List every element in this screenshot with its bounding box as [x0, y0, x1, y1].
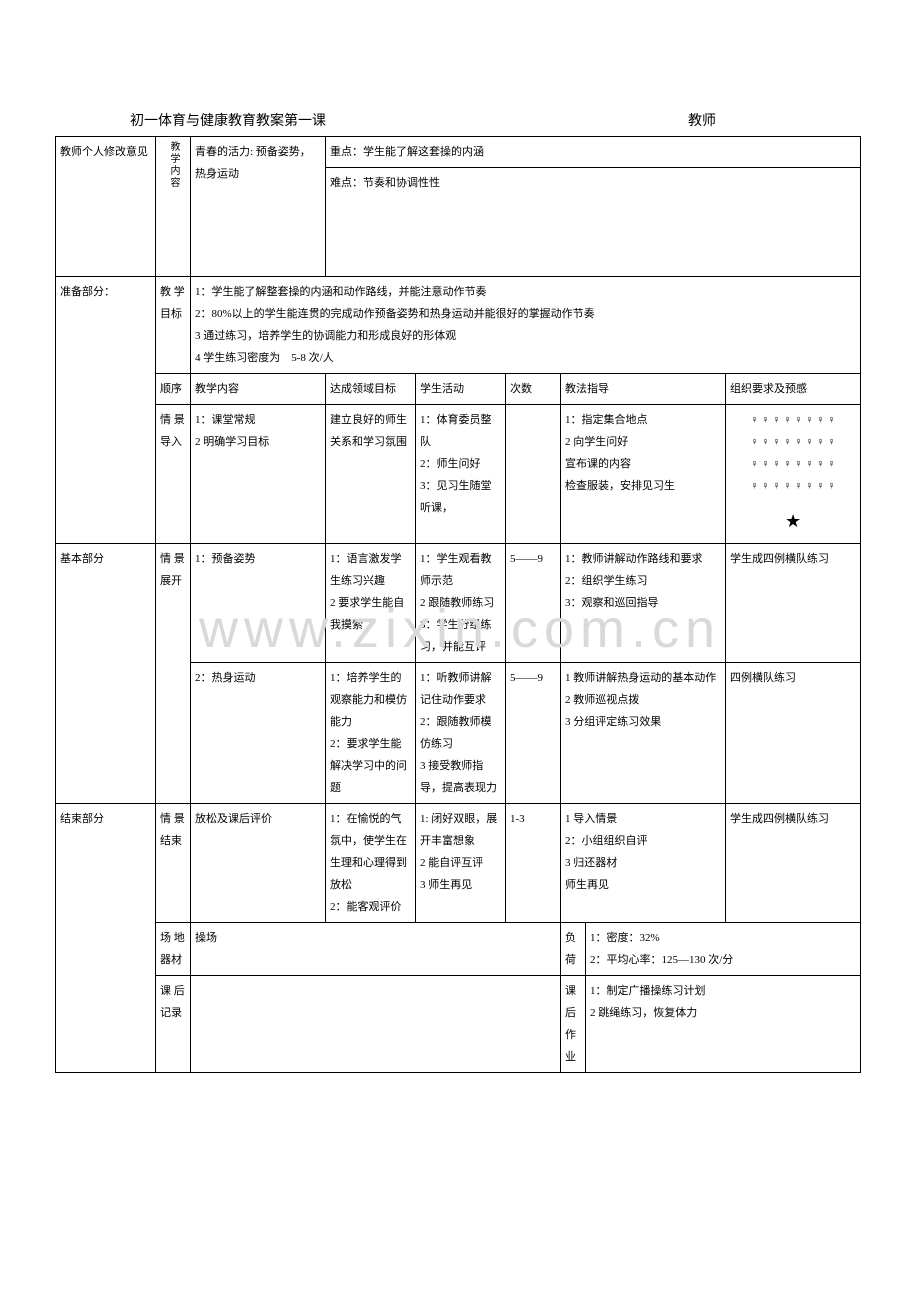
end-content: 放松及课后评价 — [191, 804, 326, 923]
teacher-star-icon: ★ — [730, 503, 856, 539]
prep-part-label: 准备部分： — [56, 277, 156, 544]
basic1-activity: 1：学生观看教师示范 2 跟随教师练习 3：学生分组练习，并能互评 — [416, 544, 506, 663]
load-text: 1：密度：32% 2：平均心率：125—130 次/分 — [586, 923, 861, 976]
record-label: 课 后记录 — [156, 976, 191, 1073]
header-line: 初一体育与健康教育教案第一课 教师 — [55, 110, 865, 130]
col-teaching-guide: 教法指导 — [561, 374, 726, 405]
col-student-activity: 学生活动 — [416, 374, 506, 405]
table-row: 结束部分 情 景结束 放松及课后评价 1：在愉悦的气氛中，使学生在生理和心理得到… — [56, 804, 861, 923]
teaching-content-label: 教学内容 — [156, 137, 191, 277]
formation-diagram: ♀ ♀ ♀ ♀ ♀ ♀ ♀ ♀ ♀ ♀ ♀ ♀ ♀ ♀ ♀ ♀ ♀ ♀ ♀ ♀ … — [726, 405, 861, 544]
title-right: 教师 — [688, 114, 716, 129]
table-row: 场 地器材 操场 负荷 1：密度：32% 2：平均心率：125—130 次/分 — [56, 923, 861, 976]
basic2-times: 5——9 — [506, 663, 561, 804]
stage-intro: 情 景导入 — [156, 405, 191, 544]
formation-row: ♀ ♀ ♀ ♀ ♀ ♀ ♀ ♀ — [730, 431, 856, 453]
end-activity: 1: 闭好双眼，展开丰富想象 2 能自评互评 3 师生再见 — [416, 804, 506, 923]
lesson-plan-table: 教师个人修改意见 教学内容 青春的活力: 预备姿势，热身运动 重点：学生能了解这… — [55, 136, 861, 1073]
record-text — [191, 976, 561, 1073]
stage-end: 情 景结束 — [156, 804, 191, 923]
basic1-guide: 1：教师讲解动作路线和要求 2：组织学生练习 3：观察和巡回指导 — [561, 544, 726, 663]
table-row: 课 后记录 课后作业 1：制定广播操练习计划 2 跳绳练习，恢复体力 — [56, 976, 861, 1073]
venue-text: 操场 — [191, 923, 561, 976]
basic1-times: 5——9 — [506, 544, 561, 663]
homework-text: 1：制定广播操练习计划 2 跳绳练习，恢复体力 — [586, 976, 861, 1073]
basic2-org: 四例横队练习 — [726, 663, 861, 804]
end-times: 1-3 — [506, 804, 561, 923]
col-order: 顺序 — [156, 374, 191, 405]
load-label: 负荷 — [561, 923, 586, 976]
col-times: 次数 — [506, 374, 561, 405]
end-part-label: 结束部分 — [56, 804, 156, 1073]
table-header-row: 顺序 教学内容 达成领域目标 学生活动 次数 教法指导 组织要求及预感 — [56, 374, 861, 405]
formation-row: ♀ ♀ ♀ ♀ ♀ ♀ ♀ ♀ — [730, 475, 856, 497]
formation-row: ♀ ♀ ♀ ♀ ♀ ♀ ♀ ♀ — [730, 409, 856, 431]
basic2-goal: 1：培养学生的观察能力和模仿能力 2：要求学生能解决学习中的问题 — [326, 663, 416, 804]
table-row: 教师个人修改意见 教学内容 青春的活力: 预备姿势，热身运动 重点：学生能了解这… — [56, 137, 861, 168]
teaching-content-text: 青春的活力: 预备姿势，热身运动 — [191, 137, 326, 277]
stage-expand: 情 景展开 — [156, 544, 191, 804]
end-guide: 1 导入情景 2：小组组织自评 3 归还器材 师生再见 — [561, 804, 726, 923]
end-org: 学生成四例横队练习 — [726, 804, 861, 923]
teaching-goal-label: 教 学目标 — [156, 277, 191, 374]
teaching-goal-text: 1：学生能了解整套操的内涵和动作路线，并能注意动作节奏 2：80%以上的学生能连… — [191, 277, 861, 374]
basic2-content: 2：热身运动 — [191, 663, 326, 804]
key-point: 重点：学生能了解这套操的内涵 — [326, 137, 861, 168]
formation-row: ♀ ♀ ♀ ♀ ♀ ♀ ♀ ♀ — [730, 453, 856, 475]
basic2-guide: 1 教师讲解热身运动的基本动作 2 教师巡视点拨 3 分组评定练习效果 — [561, 663, 726, 804]
intro-content: 1：课堂常规 2 明确学习目标 — [191, 405, 326, 544]
col-domain-goal: 达成领域目标 — [326, 374, 416, 405]
intro-times — [506, 405, 561, 544]
end-goal: 1：在愉悦的气氛中，使学生在生理和心理得到放松 2：能客观评价 — [326, 804, 416, 923]
teacher-mod-opinion: 教师个人修改意见 — [56, 137, 156, 277]
intro-activity: 1：体育委员整队 2：师生问好 3：见习生随堂听课， — [416, 405, 506, 544]
difficult-point: 难点：节奏和协调性性 — [326, 168, 861, 277]
col-content: 教学内容 — [191, 374, 326, 405]
basic-part-label: 基本部分 — [56, 544, 156, 804]
intro-guide: 1：指定集合地点 2 向学生问好 宣布课的内容 检查服装，安排见习生 — [561, 405, 726, 544]
page: www.zixin.com.cn 初一体育与健康教育教案第一课 教师 教师个人修… — [0, 0, 920, 1302]
table-row: 基本部分 情 景展开 1：预备姿势 1：语言激发学生练习兴趣 2 要求学生能自我… — [56, 544, 861, 663]
venue-label: 场 地器材 — [156, 923, 191, 976]
table-row: 情 景导入 1：课堂常规 2 明确学习目标 建立良好的师生关系和学习氛围 1：体… — [56, 405, 861, 544]
basic1-org: 学生成四例横队练习 — [726, 544, 861, 663]
title-left: 初一体育与健康教育教案第一课 — [130, 114, 326, 129]
intro-goal: 建立良好的师生关系和学习氛围 — [326, 405, 416, 544]
basic1-content: 1：预备姿势 — [191, 544, 326, 663]
basic1-goal: 1：语言激发学生练习兴趣 2 要求学生能自我摸索 — [326, 544, 416, 663]
col-org-req: 组织要求及预感 — [726, 374, 861, 405]
homework-label: 课后作业 — [561, 976, 586, 1073]
table-row: 准备部分： 教 学目标 1：学生能了解整套操的内涵和动作路线，并能注意动作节奏 … — [56, 277, 861, 374]
basic2-activity: 1：听教师讲解记住动作要求 2：跟随教师模仿练习 3 接受教师指导，提高表现力 — [416, 663, 506, 804]
